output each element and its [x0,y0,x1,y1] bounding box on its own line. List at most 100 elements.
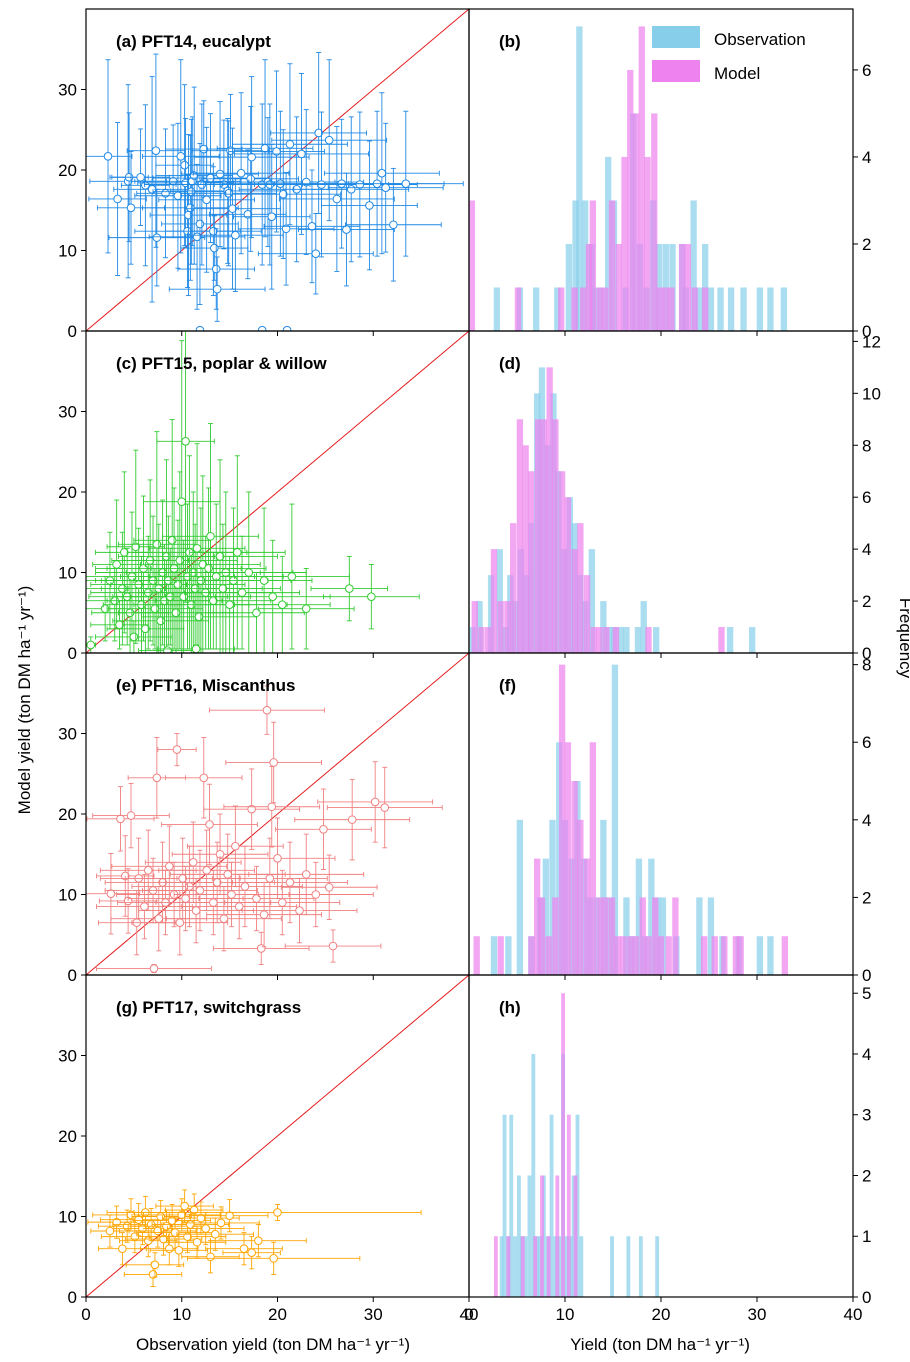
histogram-bar-model [585,243,593,331]
point-marker [152,540,162,549]
data-point [317,761,434,843]
data-point [278,126,395,272]
point-marker [171,608,181,618]
histogram-bar-model [602,287,609,331]
panel-label: (e) PFT16, Miscanthus [116,676,295,695]
histogram-bar-model [546,367,553,653]
point-marker [252,608,261,618]
y-tick-label: 2 [862,1166,871,1185]
data-point [184,535,300,650]
point-marker [180,1201,189,1211]
point-marker [367,592,376,601]
point-marker [257,325,267,331]
data-point [86,786,155,852]
histogram-bar-model [558,471,566,653]
point-marker [231,230,240,240]
point-marker [227,890,236,899]
histogram-bar-model [493,1236,498,1297]
y-tick-label: 0 [68,644,77,663]
point-marker [311,890,321,899]
data-point [345,167,442,282]
histogram-bar-observation [717,287,724,331]
point-marker [191,906,201,915]
data-point [192,92,290,255]
histogram-bar-model [603,627,610,653]
point-marker [252,894,261,903]
histogram-bar-model [497,601,504,653]
data-point [161,142,239,305]
histogram-bar-model [564,497,572,653]
y-tick-label: 0 [68,966,77,985]
data-point [257,568,355,650]
y-tick-label: 4 [862,1045,871,1064]
histogram-bar-observation [549,1114,554,1297]
data-point [133,1203,422,1221]
data-point [142,1198,221,1232]
point-marker [209,898,218,907]
legend: Observation Model [652,26,806,83]
histogram-bar-model [684,243,692,331]
x-tick-label: 30 [364,1305,383,1324]
y-axis-title-right: Frequency [896,598,910,679]
data-point [92,499,142,630]
point-marker [307,222,317,231]
data-point [223,766,321,848]
data-point [120,104,170,267]
y-tick-label: 10 [58,886,77,905]
y-tick-label: 12 [862,332,881,351]
point-marker [181,436,190,446]
histogram-bar-model [665,936,672,975]
data-point [142,849,258,932]
data-point [241,877,358,944]
y-tick-label: 20 [58,805,77,824]
legend-label-model: Model [714,64,760,83]
y-tick-label: 1 [862,1227,871,1246]
histogram-bar-observation [623,627,630,653]
histogram-bar-model [596,627,603,653]
point-marker [314,128,323,138]
histogram-bar-model [573,1175,578,1297]
point-marker [129,632,139,642]
histogram-bar-model [533,858,541,975]
histogram-bar-observation [756,287,764,331]
data-point [166,1212,245,1246]
point-marker [215,169,225,179]
histogram-bar-observation [653,627,660,653]
point-marker [165,1244,174,1253]
point-marker [170,1228,180,1237]
histogram-bar-model [571,549,578,653]
point-marker [204,564,213,573]
histogram-bar-model [504,601,511,653]
data-point [294,778,411,861]
x-axis-title-right: Yield (ton DM ha⁻¹ yr⁻¹) [570,1335,750,1354]
histogram-bar-model [632,936,640,975]
point-marker [225,600,234,610]
histogram-bar-model [552,897,559,975]
point-marker [225,1211,234,1220]
histogram-bar-observation [581,200,589,331]
histogram-bar-observation [696,897,703,975]
data-point [96,964,212,974]
histogram-bar-observation [756,936,764,975]
label-layer: Model yield (ton DM ha⁻¹ yr⁻¹) Frequency… [15,586,910,1354]
histogram-bar-model [471,601,478,653]
y-tick-label: 10 [862,384,881,403]
histogram-bar-model [590,627,597,653]
histogram-bar-model [557,287,565,331]
histogram-bar-observation [523,1236,528,1297]
point-marker [152,773,162,783]
point-marker [247,152,256,162]
histogram-bar-model [652,897,659,975]
data-point [225,129,342,259]
panel-2-plot-area [469,26,788,331]
panel-label: (g) PFT17, switchgrass [116,998,301,1017]
histogram-bar-model [632,113,640,331]
data-point [96,873,193,940]
data-point [321,140,418,271]
point-marker [175,556,185,565]
histogram-bar-observation [588,549,596,653]
point-marker [181,894,190,903]
histogram-bar-model [571,781,578,975]
